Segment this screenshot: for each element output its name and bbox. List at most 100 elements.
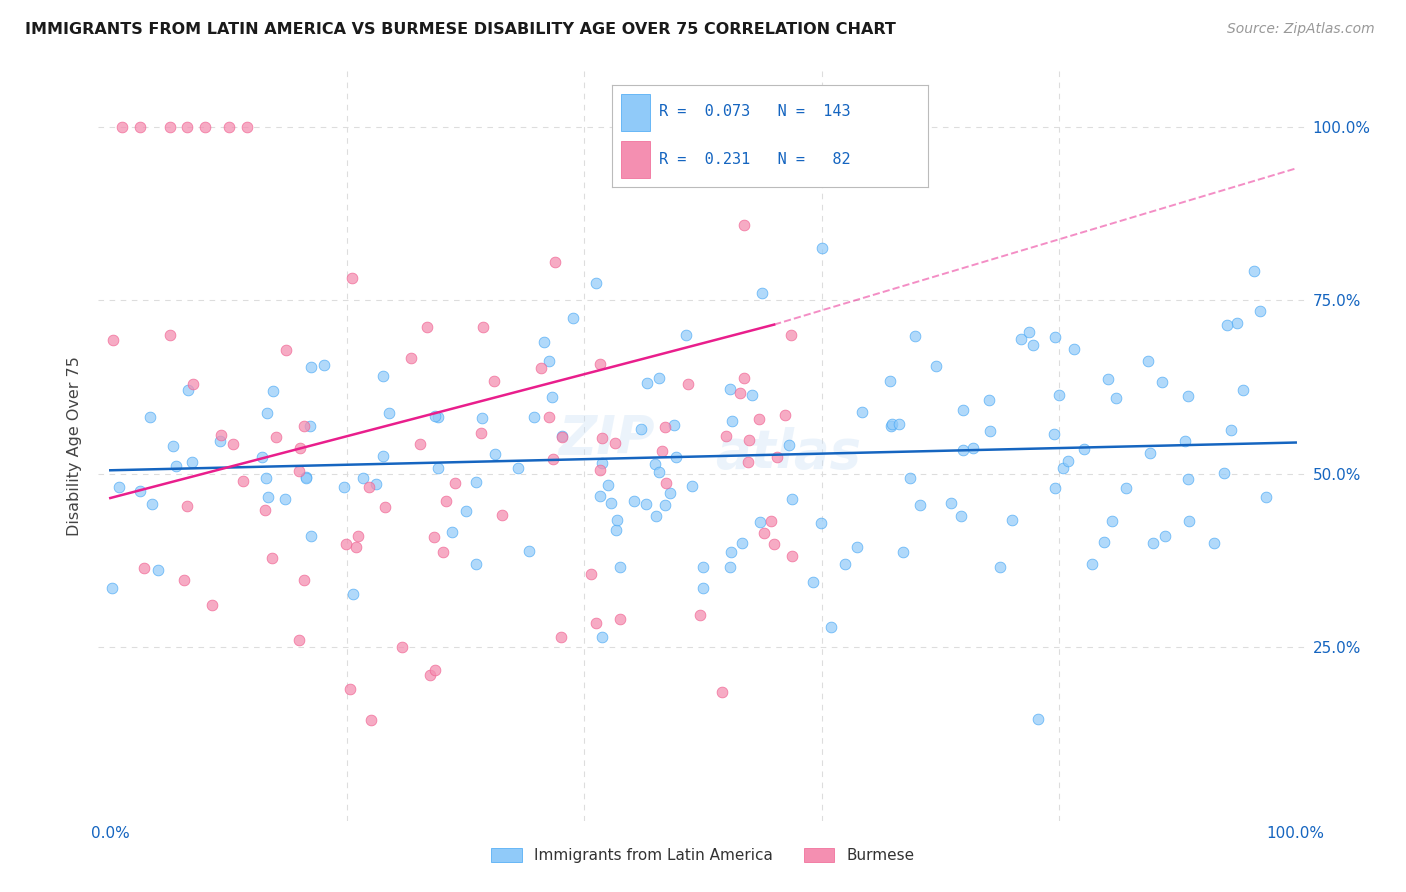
Point (620, 120, 643, 134)
Point (733, 371, 755, 385)
Point (1063, 342, 1085, 356)
Point (1022, 338, 1045, 352)
Point (762, 537, 785, 551)
Point (692, 560, 714, 574)
Point (952, 402, 974, 417)
Point (491, 508, 513, 523)
Point (440, 525, 463, 540)
Point (681, 478, 703, 492)
Point (949, 508, 972, 523)
Point (529, 360, 551, 375)
Point (517, 544, 540, 558)
Point (1142, 536, 1164, 550)
Point (262, 384, 284, 399)
Point (778, 438, 800, 452)
Point (176, 499, 198, 513)
Point (759, 514, 782, 528)
Point (1097, 372, 1119, 386)
Point (482, 374, 505, 388)
Point (434, 493, 457, 508)
Point (952, 442, 974, 457)
Point (589, 463, 612, 477)
Point (373, 368, 395, 383)
Point (339, 682, 361, 697)
Point (962, 441, 984, 455)
Point (522, 409, 544, 424)
Point (1226, 317, 1249, 331)
Point (107, 480, 129, 494)
Point (408, 437, 430, 451)
Point (846, 540, 869, 554)
Text: IMMIGRANTS FROM LATIN AMERICA VS BURMESE DISABILITY AGE OVER 75 CORRELATION CHAR: IMMIGRANTS FROM LATIN AMERICA VS BURMESE… (25, 22, 896, 37)
Point (357, 480, 380, 494)
Point (585, 276, 607, 290)
Point (780, 549, 803, 563)
Point (1018, 325, 1040, 339)
Point (623, 493, 645, 508)
Point (977, 393, 1000, 408)
Point (194, 120, 217, 134)
Point (344, 540, 367, 554)
Point (1212, 466, 1234, 480)
Point (533, 334, 555, 349)
Point (579, 567, 602, 582)
Point (352, 470, 374, 484)
Point (484, 446, 506, 460)
Point (675, 327, 697, 342)
Point (266, 430, 288, 444)
Point (298, 418, 321, 433)
Point (879, 374, 901, 388)
Point (810, 516, 832, 530)
Point (748, 412, 770, 426)
Point (181, 376, 204, 391)
Point (254, 471, 277, 485)
Point (294, 470, 316, 484)
Point (654, 499, 676, 513)
Point (801, 574, 824, 589)
Point (373, 449, 395, 463)
Point (471, 410, 494, 425)
Point (456, 504, 478, 518)
Point (979, 424, 1001, 438)
Point (292, 418, 315, 433)
Point (419, 668, 441, 682)
Point (299, 359, 322, 374)
Point (609, 612, 631, 626)
Point (399, 351, 422, 366)
Point (1101, 515, 1123, 529)
Point (550, 630, 572, 644)
Point (887, 417, 910, 431)
Point (898, 471, 921, 485)
Point (1092, 535, 1115, 549)
Point (721, 414, 744, 428)
Point (314, 358, 336, 372)
Point (250, 450, 273, 464)
Point (538, 354, 561, 368)
Point (200, 598, 222, 612)
Point (924, 359, 946, 373)
Point (648, 465, 671, 479)
Point (257, 491, 280, 505)
Point (111, 120, 134, 134)
Point (880, 417, 903, 431)
Point (1204, 536, 1226, 550)
Point (988, 559, 1011, 574)
Point (738, 434, 761, 448)
Point (561, 310, 583, 325)
Point (208, 434, 231, 448)
Point (585, 615, 607, 630)
Point (540, 390, 562, 404)
Point (1081, 557, 1104, 571)
Point (1216, 318, 1239, 332)
Point (664, 418, 686, 433)
Point (340, 271, 363, 285)
Point (1115, 481, 1137, 495)
Point (222, 437, 245, 451)
Point (606, 513, 628, 527)
Point (651, 444, 673, 458)
Point (1174, 434, 1197, 448)
Point (733, 219, 755, 233)
Point (378, 406, 401, 420)
Point (630, 421, 652, 435)
Point (364, 477, 387, 491)
